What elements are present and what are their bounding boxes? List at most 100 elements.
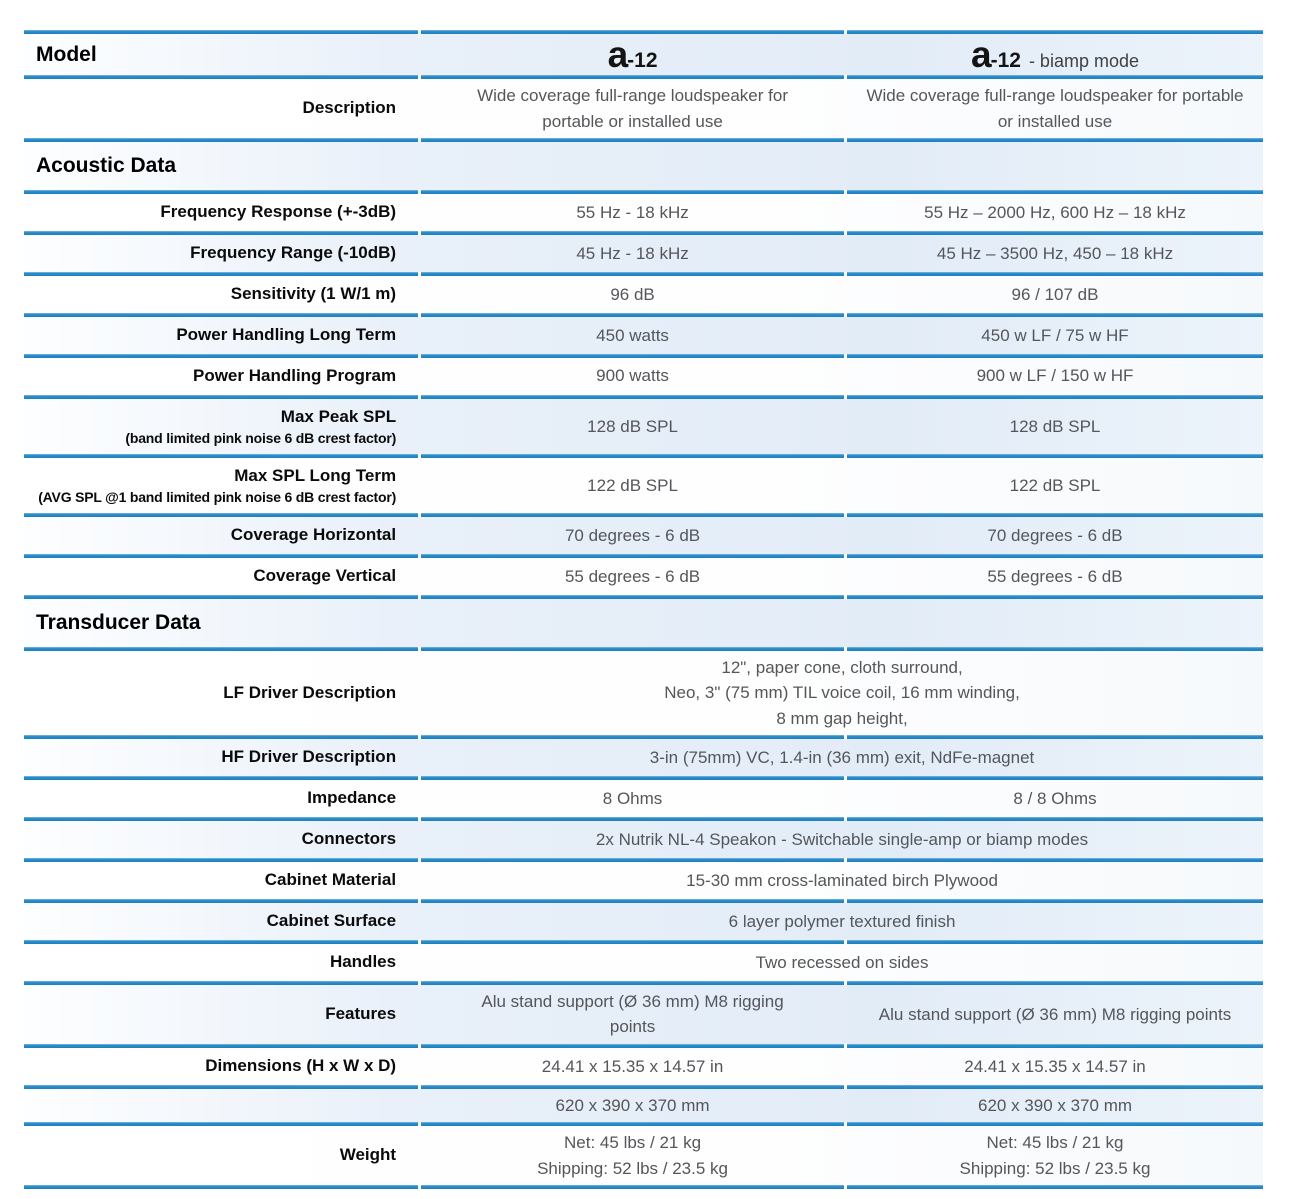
spec-row-spanning: Cabinet Material 15-30 mm cross-laminate…	[24, 862, 1263, 900]
divider-row	[24, 138, 1263, 142]
divider-line-segment	[421, 858, 845, 863]
divider-row	[24, 453, 1263, 458]
divider-line-segment	[24, 980, 419, 985]
divider-row	[24, 735, 1263, 740]
section-title: Acoustic Data	[36, 154, 177, 177]
spec-label: Impedance	[307, 788, 397, 808]
spec-value-span: 12", paper cone, cloth surround, Neo, 3"…	[664, 657, 1020, 728]
spec-row-spanning: LF Driver Description 12", paper cone, c…	[24, 650, 1263, 736]
divider-line-segment	[24, 940, 419, 944]
spec-label-cell	[24, 1099, 418, 1113]
divider-line-segment	[421, 190, 845, 194]
spec-value-col1: Net: 45 lbs / 21 kg Shipping: 52 lbs / 2…	[537, 1133, 728, 1178]
divider-row	[24, 858, 1263, 863]
spec-value-col2: 55 Hz – 2000 Hz, 600 Hz – 18 kHz	[924, 202, 1186, 222]
divider-line-segment	[24, 776, 419, 781]
spec-row: Weight Net: 45 lbs / 21 kg Shipping: 52 …	[24, 1126, 1263, 1186]
divider-line-segment	[847, 230, 1263, 235]
divider-line-segment	[24, 138, 419, 142]
spec-row: Frequency Range (-10dB) 45 Hz - 18 kHz 4…	[24, 234, 1263, 272]
spec-value-col2: Wide coverage full-range loudspeaker for…	[866, 86, 1244, 131]
spec-row-spanning: Connectors 2x Nutrik NL-4 Speakon - Swit…	[24, 821, 1263, 859]
divider-line-segment	[24, 1185, 419, 1190]
spec-label-cell: Features	[24, 996, 418, 1033]
divider-line-segment	[421, 75, 845, 79]
spec-value-span: 6 layer polymer textured finish	[728, 911, 956, 931]
spec-row-spanning: Cabinet Surface 6 layer polymer textured…	[24, 903, 1263, 940]
spec-label-cell: Coverage Vertical	[24, 558, 418, 595]
spec-label-cell: Description	[24, 90, 418, 127]
spec-row: 620 x 390 x 370 mm 620 x 390 x 370 mm	[24, 1088, 1263, 1123]
spec-label: LF Driver Description	[223, 682, 397, 702]
spec-sublabel: (AVG SPL @1 band limited pink noise 6 dB…	[38, 488, 397, 505]
spec-label-cell: Max Peak SPL (band limited pink noise 6 …	[24, 399, 418, 454]
product-name-a12-biamp: a -12 - biamp mode	[847, 34, 1263, 75]
spec-label-cell: Cabinet Surface	[24, 903, 418, 940]
divider-line-segment	[847, 817, 1263, 822]
divider-line-segment	[847, 553, 1263, 558]
divider-row	[24, 230, 1263, 235]
spec-label-cell: Weight	[24, 1137, 418, 1174]
divider-line-segment	[421, 735, 845, 740]
divider-row	[24, 1084, 1263, 1089]
spec-value-span: 15-30 mm cross-laminated birch Plywood	[686, 870, 998, 890]
divider-line-segment	[24, 1122, 419, 1127]
spec-label-cell: Handles	[24, 944, 418, 981]
divider-line-segment	[421, 1084, 845, 1089]
divider-line-segment	[421, 776, 845, 781]
divider-line-segment	[24, 594, 419, 599]
divider-row	[24, 594, 1263, 599]
spec-label: Sensitivity (1 W/1 m)	[230, 283, 397, 303]
divider-line-segment	[24, 312, 419, 317]
divider-line-segment	[24, 353, 419, 358]
divider-line-segment	[847, 1043, 1263, 1048]
spec-label: Power Handling Long Term	[176, 324, 397, 344]
divider-line-segment	[847, 735, 1263, 740]
spec-label-cell: Coverage Horizontal	[24, 517, 418, 554]
spec-value-col1: Wide coverage full-range loudspeaker for…	[477, 86, 788, 131]
divider-row	[24, 1185, 1263, 1190]
spec-value-col1: 8 Ohms	[602, 788, 663, 808]
spec-value-col1: 55 Hz - 18 kHz	[576, 202, 689, 222]
spec-label: Frequency Response (+-3dB)	[160, 202, 397, 221]
brand-a-glyph: a	[971, 34, 992, 75]
divider-line-segment	[24, 394, 419, 399]
divider-row	[24, 190, 1263, 194]
spec-label: HF Driver Description	[221, 747, 397, 767]
divider-line-segment	[847, 353, 1263, 358]
section-title: Transducer Data	[36, 610, 201, 634]
spec-row: Max SPL Long Term (AVG SPL @1 band limit…	[24, 457, 1263, 513]
model-header-row: Model a -12 a -12- biamp mode	[24, 34, 1263, 75]
divider-row	[24, 512, 1263, 517]
product-name-a12: a -12	[421, 34, 844, 75]
spec-value-col2: 128 dB SPL	[1009, 416, 1101, 436]
divider-row	[24, 30, 1263, 34]
divider-line-segment	[847, 980, 1263, 985]
spec-row: Power Handling Program 900 watts 900 w L…	[24, 357, 1263, 395]
spec-row: Coverage Horizontal 70 degrees - 6 dB 70…	[24, 516, 1263, 554]
divider-line-segment	[421, 138, 845, 142]
spec-label-cell: Power Handling Long Term	[24, 317, 418, 354]
spec-value-col1: 45 Hz - 18 kHz	[576, 243, 689, 263]
spec-value-col1: 122 dB SPL	[587, 475, 678, 495]
divider-line-segment	[24, 817, 419, 822]
divider-line-segment	[24, 453, 419, 458]
spec-value-col2: 70 degrees - 6 dB	[987, 525, 1123, 545]
spec-value-col1: 24.41 x 15.35 x 14.57 in	[541, 1056, 724, 1076]
spec-row: Max Peak SPL (band limited pink noise 6 …	[24, 398, 1263, 454]
spec-value-col1: Alu stand support (Ø 36 mm) M8 rigging p…	[481, 991, 784, 1037]
divider-line-segment	[847, 858, 1263, 863]
spec-label: Cabinet Material	[264, 870, 397, 890]
spec-label: Frequency Range (-10dB)	[190, 242, 397, 262]
divider-line-segment	[421, 899, 845, 904]
divider-line-segment	[24, 271, 419, 276]
spec-value-col1: 900 watts	[596, 366, 669, 386]
divider-row	[24, 817, 1263, 822]
spec-value-span: 3-in (75mm) VC, 1.4-in (36 mm) exit, NdF…	[649, 748, 1035, 768]
spec-label: Features	[325, 1003, 397, 1023]
spec-label-cell: Dimensions (H x W x D)	[24, 1048, 418, 1085]
spec-value-col1: 620 x 390 x 370 mm	[555, 1095, 710, 1115]
divider-row	[24, 1043, 1263, 1048]
divider-row	[24, 776, 1263, 781]
